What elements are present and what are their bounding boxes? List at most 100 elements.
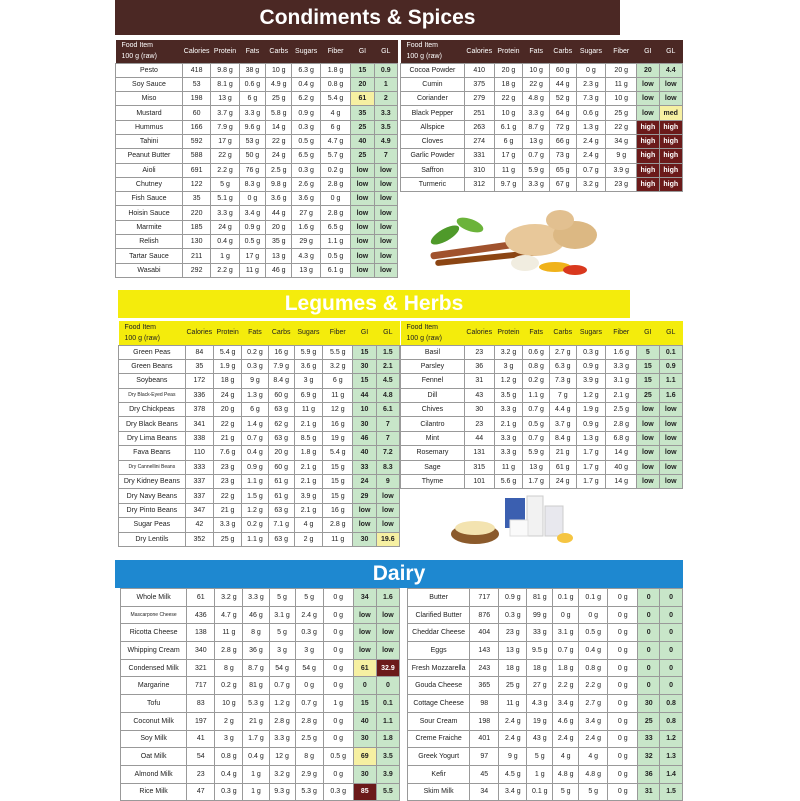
carbs-cell: 21 g [548, 445, 577, 461]
fats-cell: 0.6 g [238, 76, 267, 93]
protein-cell: 21 g [212, 502, 243, 519]
carbs-cell: 3.6 g [265, 191, 293, 207]
gi-cell: 0 [637, 623, 661, 643]
sugars-cell: 2 g [293, 531, 324, 547]
gi-cell: 20 [350, 76, 375, 93]
fats-cell: 13 g [522, 459, 550, 476]
table-row: Parsley 36 3 g 0.8 g 6.3 g 0.9 g 3.3 g 15 0.9 [400, 358, 684, 375]
gl-cell: high [658, 162, 684, 178]
fats-cell: 0 g [238, 191, 267, 207]
fats-cell: 11 g [238, 262, 267, 278]
carbs-cell: 3 g [268, 641, 296, 660]
sugars-cell: 1.8 g [293, 445, 324, 461]
gl-cell: 1 [373, 76, 399, 93]
gl-cell: 0.1 [658, 344, 684, 360]
gl-cell: 19.6 [375, 531, 401, 547]
gi-cell: 15 [636, 358, 660, 375]
fats-cell: 0.2 g [241, 517, 269, 533]
carbs-cell: 44 g [265, 205, 293, 221]
gl-cell: low [373, 162, 399, 178]
gl-cell: 7 [375, 416, 401, 432]
fats-cell: 81 g [242, 676, 270, 696]
protein-cell: 22 g [210, 148, 240, 164]
protein-cell: 22 g [493, 91, 524, 107]
header-food-item: Food Item 100 g (raw) [115, 40, 183, 63]
calories-cell: 410 [463, 62, 495, 78]
calories-cell: 418 [181, 62, 212, 78]
carbs-cell: 60 g [267, 387, 295, 404]
fiber-cell: 1.8 g [319, 62, 352, 78]
gi-cell: low [636, 402, 660, 418]
fiber-cell: 0 g [607, 782, 639, 801]
carbs-cell: 7.9 g [267, 358, 295, 375]
table-row: Hoisin Sauce 220 3.3 g 3.4 g 44 g 27 g 2.8 g lo… [115, 205, 399, 221]
sugars-cell: 5 g [578, 782, 609, 801]
food-name-cell: Butter [406, 588, 471, 607]
fats-cell: 0.9 g [241, 459, 269, 476]
fats-cell: 3.3 g [522, 105, 550, 121]
food-name-cell: Gouda Cheese [406, 676, 471, 696]
carbs-cell: 61 g [267, 488, 295, 504]
calories-cell: 340 [186, 641, 216, 660]
fats-cell: 21 g [242, 711, 270, 731]
table-row: Dry Black-Eyed Peas 336 24 g 1.3 g 60 g 6.9 g… [118, 387, 401, 404]
fats-cell: 0.1 g [526, 782, 554, 801]
calories-cell: 83 [186, 694, 216, 713]
sugars-cell: 0.9 g [575, 416, 607, 432]
legumes-title: Legumes & Herbs [284, 292, 464, 315]
header-carbs: Carbs [549, 40, 577, 63]
header-gi: GI [350, 40, 375, 63]
gl-cell: low [375, 641, 401, 660]
carbs-cell: 3.1 g [268, 605, 296, 625]
header-gl: GL [659, 40, 683, 63]
fats-cell: 50 g [238, 148, 267, 164]
protein-cell: 5 g [210, 176, 240, 193]
gl-cell: low [373, 191, 399, 207]
table-row: Allspice 263 6.1 g 8.7 g 72 g 1.3 g 22 g high hi… [400, 119, 684, 135]
fiber-cell: 14 g [605, 445, 638, 461]
gi-cell: 69 [352, 747, 377, 766]
carbs-cell: 1.8 g [552, 658, 580, 678]
gi-cell: 34 [352, 588, 377, 607]
table-row: Cloves 274 6 g 13 g 66 g 2.4 g 34 g high high [400, 133, 684, 150]
protein-cell: 23 g [498, 623, 528, 643]
gl-cell: low [373, 219, 399, 236]
gl-cell: 2.1 [375, 358, 401, 375]
table-row: Pesto 418 9.8 g 38 g 10 g 6.3 g 1.8 g 15 0.9 [115, 62, 399, 78]
calories-cell: 292 [181, 262, 212, 278]
calories-cell: 243 [469, 658, 500, 678]
gi-cell: 24 [352, 474, 377, 490]
header-carbs: Carbs [268, 321, 295, 345]
gi-cell: low [350, 205, 375, 221]
carbs-cell: 63 g [267, 531, 295, 547]
dairy-title: Dairy [372, 562, 426, 585]
fiber-cell: 1.1 g [319, 234, 352, 250]
protein-cell: 5.6 g [493, 474, 524, 490]
food-name-cell: Black Pepper [400, 105, 465, 121]
gi-cell: 40 [352, 711, 377, 731]
sugars-cell: 3.6 g [293, 358, 324, 375]
header-fiber: Fiber [605, 321, 637, 345]
food-name-cell: Sugar Peas [118, 517, 186, 533]
sugars-cell: 0.1 g [578, 588, 609, 607]
protein-cell: 11 g [498, 694, 528, 713]
table-header-row: Food Item 100 g (raw) Calories Protein Fats C… [400, 40, 683, 63]
header-calories: Calories [185, 321, 214, 345]
gl-cell: low [658, 91, 684, 107]
table-row: Tahini 592 17 g 53 g 22 g 0.5 g 4.7 g 40 4.9 [115, 133, 399, 150]
sugars-cell: 0.6 g [575, 105, 607, 121]
sugars-cell: 2.4 g [294, 605, 324, 625]
fats-cell: 99 g [526, 605, 554, 625]
protein-cell: 3.4 g [498, 782, 528, 801]
sugars-cell: 7.3 g [575, 91, 607, 107]
sugars-cell: 13 g [291, 262, 321, 278]
sugars-cell: 2.7 g [578, 694, 609, 713]
gi-cell: 46 [352, 430, 377, 447]
fats-cell: 1 g [242, 782, 270, 801]
fats-cell: 18 g [526, 658, 554, 678]
calories-cell: 336 [184, 387, 215, 404]
header-food-item-label: Food Item [124, 323, 157, 331]
protein-cell: 22 g [212, 488, 243, 504]
